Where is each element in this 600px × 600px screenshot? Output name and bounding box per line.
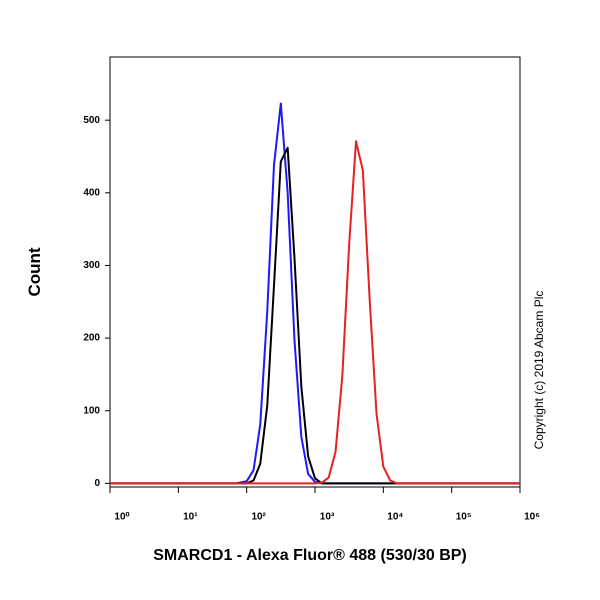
- x-tick-label: 10¹: [183, 512, 198, 523]
- x-tick-label: 10²: [251, 512, 266, 523]
- histogram-line: [110, 140, 520, 485]
- x-tick-label: 10⁰: [114, 512, 129, 523]
- y-tick-label: 0: [94, 478, 100, 489]
- y-tick-label: 500: [83, 115, 100, 126]
- plot-frame: [109, 56, 521, 488]
- x-tick-label: 10⁴: [387, 512, 403, 523]
- y-axis-label: Count: [25, 247, 44, 296]
- y-tick-label: 300: [83, 260, 100, 271]
- copyright: Copyright (c) 2019 Abcam Plc: [532, 291, 546, 450]
- y-tick-label: 100: [83, 405, 100, 416]
- y-tick-label: 400: [83, 187, 100, 198]
- x-tick-label: 10⁶: [524, 512, 540, 523]
- x-axis-label: SMARCD1 - Alexa Fluor® 488 (530/30 BP): [153, 547, 467, 564]
- x-tick-label: 10³: [320, 512, 335, 523]
- histogram-line: [110, 146, 520, 485]
- y-tick-label: 200: [83, 333, 100, 344]
- histogram-line: [110, 102, 520, 485]
- x-tick-label: 10⁵: [456, 512, 472, 523]
